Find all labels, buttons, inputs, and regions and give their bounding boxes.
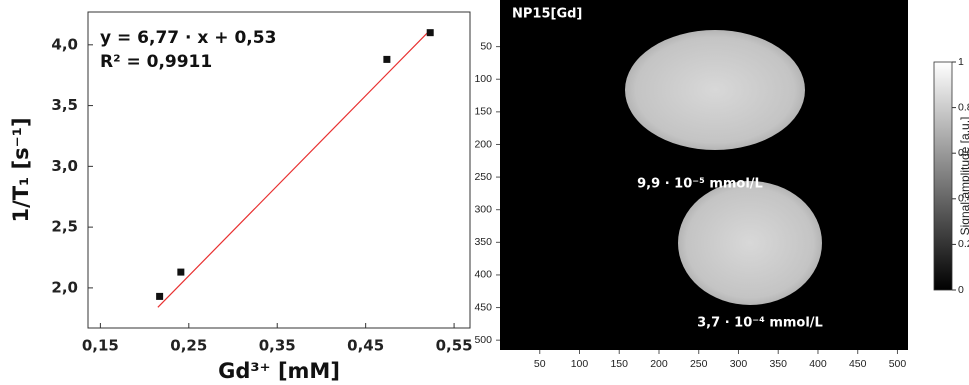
y-axis-label: 1/T₁ [s⁻¹] bbox=[9, 117, 33, 222]
colorbar-tick-label: 1 bbox=[958, 56, 964, 68]
y-tick-label: 2,5 bbox=[51, 218, 78, 236]
x-tick-label: 0,35 bbox=[259, 337, 296, 355]
equation: y = 6,77 · x + 0,53 bbox=[100, 28, 276, 48]
annotation: 9,9 · 10⁻⁵ mmol/L bbox=[637, 177, 763, 192]
y-tick-label: 100 bbox=[474, 73, 492, 85]
y-tick-label: 2,0 bbox=[51, 278, 78, 296]
sample-bottom bbox=[678, 181, 822, 305]
y-tick-label: 150 bbox=[474, 106, 492, 118]
x-tick-label: 100 bbox=[571, 358, 589, 370]
colorbar-tick-label: 0.6 bbox=[958, 147, 969, 159]
x-tick-label: 250 bbox=[690, 358, 708, 370]
colorbar-tick-label: 0.4 bbox=[958, 193, 969, 205]
colorbar-tick-label: 0 bbox=[958, 284, 964, 296]
y-tick-label: 3,5 bbox=[51, 96, 78, 114]
y-tick-label: 3,0 bbox=[51, 157, 78, 175]
colorbar-label: Signal amplitude [a.u.] bbox=[958, 117, 969, 236]
image-title: NP15[Gd] bbox=[512, 7, 582, 22]
x-tick-label: 400 bbox=[809, 358, 827, 370]
r-squared: R² = 0,9911 bbox=[100, 52, 212, 72]
colorbar-tick-label: 0.2 bbox=[958, 238, 969, 250]
figure: y = 6,77 · x + 0,53 R² = 0,9911 Gd³⁺ [mM… bbox=[0, 0, 969, 385]
fit-line bbox=[158, 33, 428, 308]
x-tick-label: 300 bbox=[730, 358, 748, 370]
x-tick-label: 0,15 bbox=[82, 337, 119, 355]
y-tick-label: 450 bbox=[474, 301, 492, 313]
x-tick-label: 350 bbox=[769, 358, 787, 370]
x-tick-label: 200 bbox=[650, 358, 668, 370]
data-point bbox=[177, 269, 184, 276]
y-tick-label: 400 bbox=[474, 269, 492, 281]
x-tick-label: 50 bbox=[534, 358, 546, 370]
x-axis-label: Gd³⁺ [mM] bbox=[218, 359, 340, 383]
y-tick-label: 300 bbox=[474, 203, 492, 215]
x-tick-label: 500 bbox=[889, 358, 907, 370]
data-point bbox=[156, 293, 163, 300]
data-point bbox=[427, 29, 434, 36]
y-tick-label: 250 bbox=[474, 171, 492, 183]
y-tick-label: 500 bbox=[474, 334, 492, 346]
sample-top bbox=[625, 30, 805, 150]
annotation: 3,7 · 10⁻⁴ mmol/L bbox=[697, 316, 823, 331]
y-tick-label: 4,0 bbox=[51, 35, 78, 53]
y-tick-label: 200 bbox=[474, 138, 492, 150]
x-tick-label: 0,45 bbox=[347, 337, 384, 355]
colorbar bbox=[934, 62, 952, 290]
y-tick-label: 350 bbox=[474, 236, 492, 248]
data-point bbox=[383, 56, 390, 63]
y-tick-label: 50 bbox=[480, 40, 492, 52]
x-tick-label: 450 bbox=[849, 358, 867, 370]
x-tick-label: 150 bbox=[610, 358, 628, 370]
x-tick-label: 0,55 bbox=[436, 337, 473, 355]
x-tick-label: 0,25 bbox=[170, 337, 207, 355]
colorbar-tick-label: 0.8 bbox=[958, 101, 969, 113]
